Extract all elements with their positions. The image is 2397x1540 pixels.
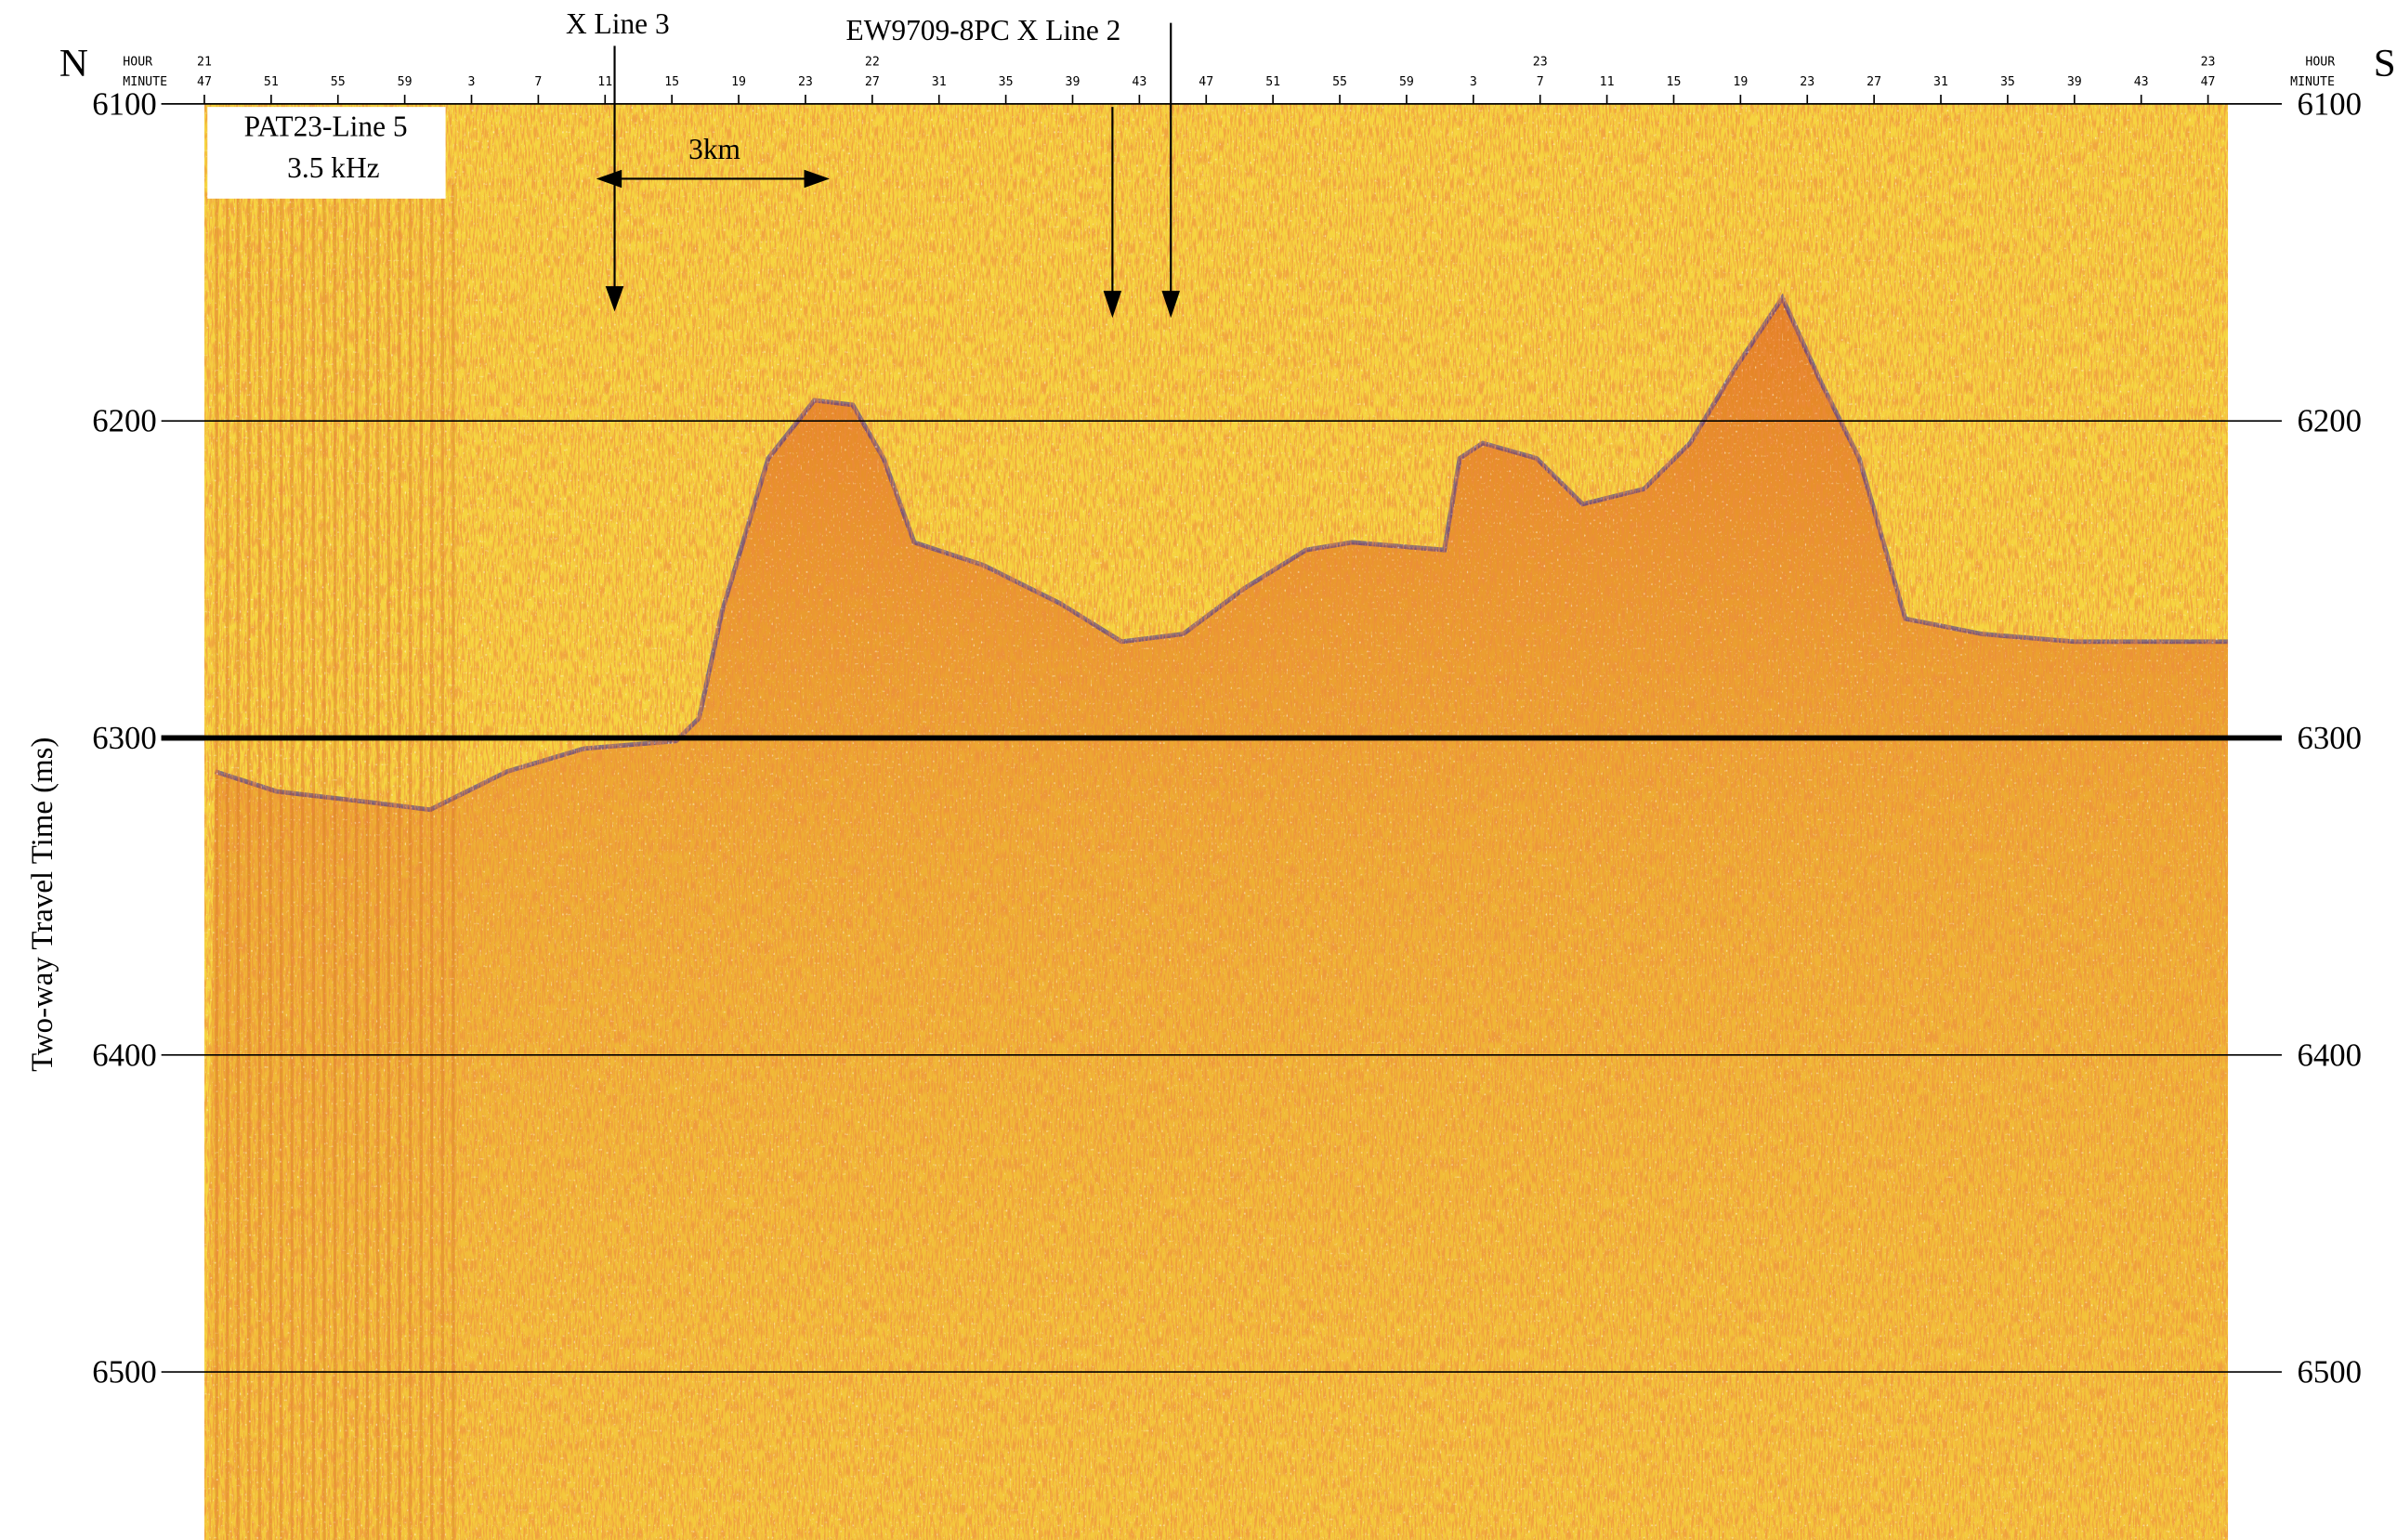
y-tick-label: 6400	[2298, 1038, 2362, 1073]
minute-tick-label: 59	[1399, 75, 1414, 89]
south-label: S	[2374, 42, 2396, 85]
minute-tick-label: 43	[2134, 75, 2149, 89]
hour-tick-label: 23	[2201, 56, 2216, 70]
y-tick-label: 6500	[92, 1355, 156, 1390]
y-tick-label: 6100	[2298, 86, 2362, 122]
y-tick-label: 6100	[92, 86, 156, 122]
minute-tick-label: 31	[932, 75, 947, 89]
y-tick-label: 6400	[92, 1038, 156, 1073]
seismic-image	[203, 103, 2229, 1540]
hour-tick-label: 22	[865, 56, 880, 70]
minute-tick-label: 43	[1132, 75, 1146, 89]
y-axis-label: Two-way Travel Time (ms)	[26, 737, 59, 1072]
minute-tick-label: 35	[999, 75, 1014, 89]
north-label: N	[59, 42, 88, 85]
hour-tick-label: 23	[1533, 56, 1548, 70]
minute-label: MINUTE	[123, 75, 167, 89]
minute-tick-label: 39	[2067, 75, 2082, 89]
minute-tick-label: 23	[1800, 75, 1814, 89]
minute-tick-label: 47	[1198, 75, 1213, 89]
hour-label: HOUR	[2305, 56, 2335, 70]
profile-name: PAT23-Line 5	[244, 110, 408, 142]
minute-tick-label: 27	[865, 75, 880, 89]
minute-tick-label: 11	[1600, 75, 1615, 89]
arrows	[596, 22, 1180, 319]
scale-bar-label: 3km	[688, 133, 740, 165]
minute-tick-label: 19	[1733, 75, 1748, 89]
minute-tick-label: 55	[331, 75, 346, 89]
frequency: 3.5 kHz	[287, 151, 380, 184]
minute-tick-label: 31	[1933, 75, 1948, 89]
minute-tick-label: 51	[1265, 75, 1280, 89]
hour-tick-label: 21	[197, 56, 212, 70]
minute-tick-label: 7	[1537, 75, 1544, 89]
minute-tick-label: 51	[264, 75, 279, 89]
minute-tick-label: 3	[468, 75, 476, 89]
minute-label: MINUTE	[2290, 75, 2335, 89]
x-line-2-label: EW9709-8PC X Line 2	[846, 14, 1121, 46]
minute-tick-label: 7	[534, 75, 542, 89]
minute-tick-label: 15	[664, 75, 679, 89]
minute-tick-label: 19	[731, 75, 746, 89]
minute-tick-label: 35	[2000, 75, 2015, 89]
minute-tick-label: 11	[597, 75, 612, 89]
minute-tick-label: 23	[798, 75, 813, 89]
minute-tick-label: 47	[2201, 75, 2216, 89]
hour-label: HOUR	[123, 56, 152, 70]
minute-tick-label: 39	[1066, 75, 1081, 89]
y-tick-label: 6300	[2298, 721, 2362, 756]
minute-tick-label: 47	[197, 75, 212, 89]
y-tick-label: 6300	[92, 721, 156, 756]
minute-tick-label: 3	[1470, 75, 1477, 89]
y-tick-label: 6500	[2298, 1355, 2362, 1390]
minute-tick-label: 59	[398, 75, 413, 89]
axes: 6100 6100 6200 6200 6300 6300 6400 6400 6500 6500…	[92, 56, 2362, 1390]
y-tick-label: 6200	[2298, 404, 2362, 439]
minute-tick-label: 55	[1332, 75, 1347, 89]
y-tick-label: 6200	[92, 404, 156, 439]
x-line-3-label: X Line 3	[566, 7, 670, 40]
minute-tick-label: 27	[1867, 75, 1881, 89]
minute-tick-label: 15	[1667, 75, 1682, 89]
label-box	[207, 107, 446, 199]
